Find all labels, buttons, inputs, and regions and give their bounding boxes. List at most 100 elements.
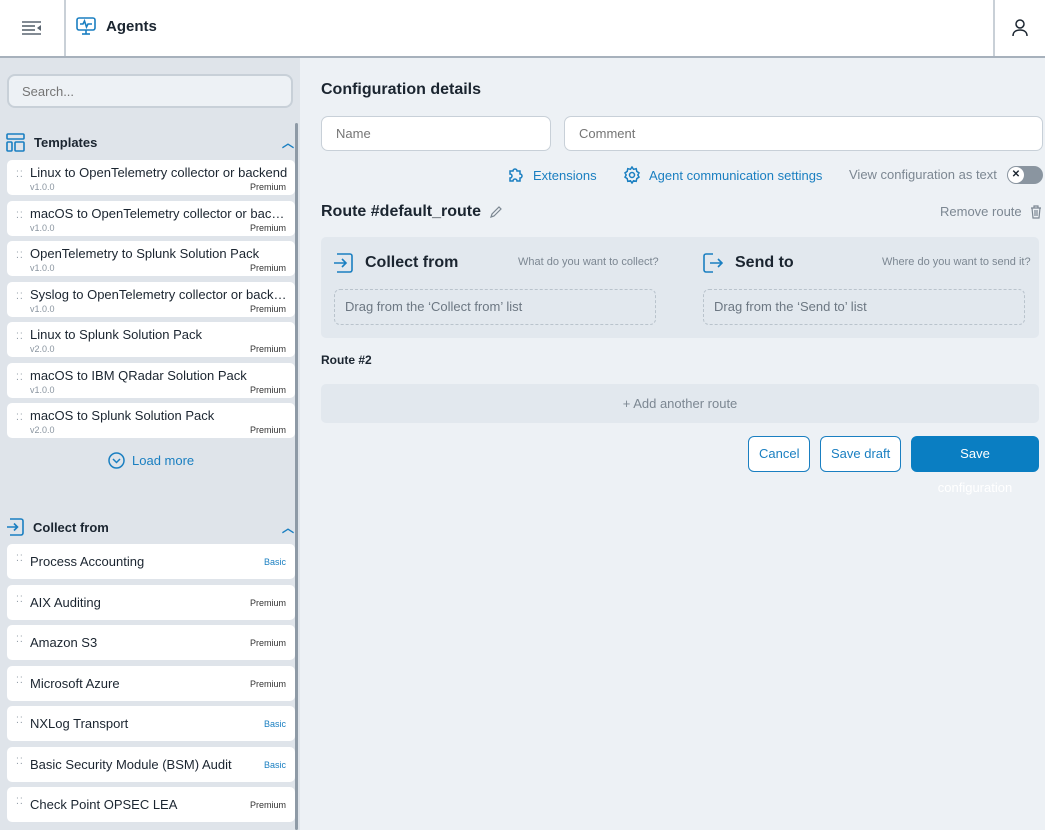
drag-handle-icon[interactable]: ⁚⁚ (16, 291, 24, 301)
item-name: Process Accounting (30, 554, 145, 569)
tier-badge: Premium (249, 385, 286, 395)
collapse-menu-icon (22, 21, 41, 35)
drag-handle-icon[interactable]: ⁚⁚ (16, 715, 24, 725)
comment-input[interactable] (564, 116, 1043, 151)
remove-route-label: Remove route (940, 204, 1022, 219)
drag-handle-icon[interactable]: ⁚⁚ (16, 331, 24, 341)
drag-handle-icon[interactable]: ⁚⁚ (16, 675, 24, 685)
tier-badge: Basic (263, 719, 286, 729)
item-name: Linux to OpenTelemetry collector or back… (30, 165, 288, 180)
drag-handle-icon[interactable]: ⁚⁚ (16, 594, 24, 604)
item-version: v1.0.0 (30, 385, 55, 395)
view-text-label: View configuration as text (849, 167, 997, 182)
templates-title: Templates (34, 135, 98, 150)
collect-section-header[interactable]: Collect from ︿ (6, 518, 294, 536)
chevron-circle-down-icon (108, 452, 125, 469)
drag-handle-icon[interactable]: ⁚⁚ (16, 372, 24, 382)
list-item[interactable]: ⁚⁚ macOS to Splunk Solution Pack v2.0.0 Pre… (7, 403, 295, 438)
drag-handle-icon[interactable]: ⁚⁚ (16, 250, 24, 260)
tier-badge: Premium (249, 425, 286, 435)
search-input[interactable] (7, 74, 293, 108)
send-drop-zone[interactable]: Drag from the ‘Send to’ list (703, 289, 1025, 325)
item-version: v1.0.0 (30, 223, 55, 233)
load-more-button[interactable]: Load more (108, 452, 194, 469)
list-item[interactable]: ⁚⁚ OpenTelemetry to Splunk Solution Pack v… (7, 241, 295, 276)
close-icon: ✕ (1008, 167, 1024, 183)
drag-handle-icon[interactable]: ⁚⁚ (16, 756, 24, 766)
sign-in-icon (334, 253, 353, 273)
route-2-title: Route #2 (321, 353, 372, 367)
item-name: macOS to IBM QRadar Solution Pack (30, 368, 247, 383)
agent-communication-label: Agent communication settings (649, 167, 823, 183)
top-bar: Agents (0, 0, 1045, 58)
drag-handle-icon[interactable]: ⁚⁚ (16, 634, 24, 644)
list-item[interactable]: ⁚⁚ Basic Security Module (BSM) Audit Basic (7, 747, 295, 782)
add-route-button[interactable]: + Add another route (321, 384, 1039, 423)
chevron-up-icon[interactable]: ︿ (281, 136, 294, 150)
user-icon (1012, 19, 1028, 37)
list-item[interactable]: ⁚⁚ Amazon S3 Premium (7, 625, 295, 660)
item-name: NXLog Transport (30, 716, 129, 731)
user-menu-button[interactable] (993, 0, 1045, 56)
drag-handle-icon[interactable]: ⁚⁚ (16, 796, 24, 806)
tier-badge: Premium (249, 679, 286, 689)
chevron-up-icon[interactable]: ︿ (281, 520, 294, 535)
load-more-label: Load more (132, 453, 195, 468)
item-name: Syslog to OpenTelemetry collector or bac… (30, 287, 288, 302)
drag-handle-icon[interactable]: ⁚⁚ (16, 412, 24, 422)
menu-toggle-button[interactable] (0, 0, 66, 56)
sidebar-scrollbar[interactable] (295, 123, 298, 830)
pencil-icon[interactable] (489, 205, 503, 219)
item-name: macOS to OpenTelemetry collector or back… (30, 206, 288, 221)
extensions-link[interactable]: Extensions (507, 166, 597, 184)
list-item[interactable]: ⁚⁚ Check Point OPSEC LEA Premium (7, 787, 295, 822)
template-layout-icon (6, 133, 25, 152)
save-draft-button[interactable]: Save draft (820, 436, 902, 472)
collect-from-heading: Collect from (333, 253, 458, 273)
route-title: Route #default_route (321, 203, 503, 221)
tier-badge: Premium (249, 800, 286, 810)
title-text: Agents (106, 17, 157, 35)
collect-drop-zone[interactable]: Drag from the ‘Collect from’ list (334, 289, 656, 325)
extensions-label: Extensions (533, 167, 597, 183)
list-item[interactable]: ⁚⁚ NXLog Transport Basic (7, 706, 295, 741)
agent-communication-link[interactable]: Agent communication settings (623, 166, 822, 184)
list-item[interactable]: ⁚⁚ Process Accounting Basic (7, 544, 295, 579)
item-name: OpenTelemetry to Splunk Solution Pack (30, 246, 260, 261)
collect-from-label: Collect from (365, 254, 459, 271)
cancel-button[interactable]: Cancel (748, 436, 811, 472)
save-configuration-button[interactable]: Save configuration (911, 436, 1039, 495)
tier-badge: Premium (249, 344, 286, 354)
list-item[interactable]: ⁚⁚ macOS to IBM QRadar Solution Pack v1.0.… (7, 363, 295, 398)
list-item[interactable]: ⁚⁚ Linux to OpenTelemetry collector or ba… (7, 160, 295, 195)
send-to-label: Send to (735, 254, 794, 271)
monitor-pulse-icon (76, 17, 96, 35)
view-text-toggle[interactable]: ✕ (1007, 166, 1043, 184)
item-name: macOS to Splunk Solution Pack (30, 408, 215, 423)
templates-section-header[interactable]: Templates ︿ (6, 133, 294, 152)
list-item[interactable]: ⁚⁚ AIX Auditing Premium (7, 585, 295, 620)
tier-badge: Premium (249, 223, 286, 233)
list-item[interactable]: ⁚⁚ Syslog to OpenTelemetry collector or b… (7, 282, 295, 317)
list-item[interactable]: ⁚⁚ Microsoft Azure Premium (7, 666, 295, 701)
remove-route-button[interactable]: Remove route (940, 204, 1042, 219)
name-input[interactable] (321, 116, 551, 151)
sign-out-icon (703, 253, 723, 273)
tier-badge: Premium (249, 638, 286, 648)
drag-handle-icon[interactable]: ⁚⁚ (16, 210, 24, 220)
route-box: Collect from What do you want to collect… (321, 237, 1039, 338)
sidebar: Templates ︿ ⁚⁚ Linux to OpenTelemetry col… (0, 58, 300, 830)
item-name: Basic Security Module (BSM) Audit (30, 757, 232, 772)
page-title: Agents (76, 16, 157, 36)
tier-badge: Premium (249, 182, 286, 192)
tier-badge: Premium (249, 263, 286, 273)
sign-in-icon (7, 518, 24, 536)
tier-badge: Premium (249, 304, 286, 314)
list-item[interactable]: ⁚⁚ Linux to Splunk Solution Pack v2.0.0 Pre… (7, 322, 295, 357)
collect-title: Collect from (33, 519, 109, 535)
item-version: v2.0.0 (30, 344, 55, 354)
list-item[interactable]: ⁚⁚ macOS to OpenTelemetry collector or ba… (7, 201, 295, 236)
tier-badge: Basic (263, 760, 286, 770)
drag-handle-icon[interactable]: ⁚⁚ (16, 169, 24, 179)
drag-handle-icon[interactable]: ⁚⁚ (16, 553, 24, 563)
